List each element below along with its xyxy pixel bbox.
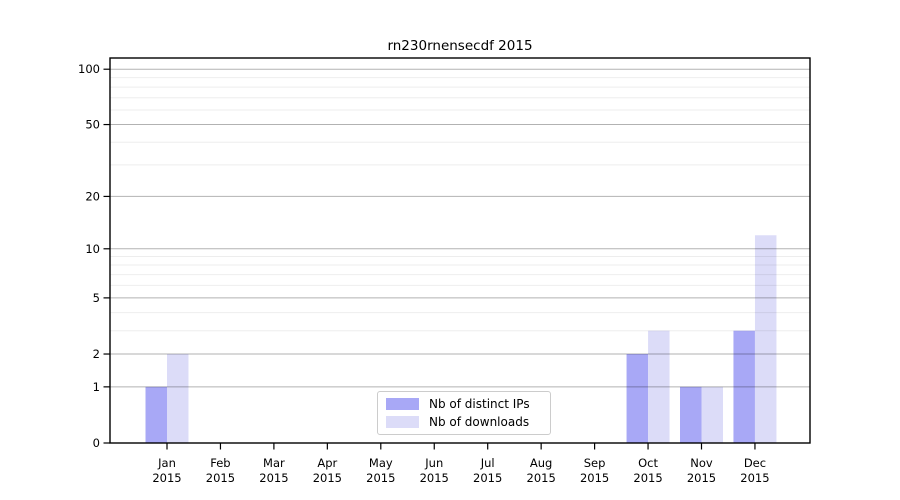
x-tick-label-month: Jul bbox=[480, 456, 495, 470]
x-tick-label-month: Feb bbox=[210, 456, 230, 470]
x-tick-label-year: 2015 bbox=[527, 471, 556, 485]
y-tick-label: 1 bbox=[93, 380, 100, 394]
x-tick-label-year: 2015 bbox=[259, 471, 288, 485]
y-tick-label: 100 bbox=[78, 62, 100, 76]
bar-nb-of-downloads-jan-2015 bbox=[167, 354, 189, 443]
legend-swatch-downloads bbox=[386, 415, 419, 428]
bar-nb-of-downloads-dec-2015 bbox=[754, 235, 777, 443]
y-tick-label: 20 bbox=[85, 189, 100, 203]
bar-nb-of-distinct-ips-nov-2015 bbox=[680, 386, 702, 443]
x-tick-label-year: 2015 bbox=[687, 471, 716, 485]
y-tick-label: 0 bbox=[93, 436, 100, 450]
legend-item-downloads: Nb of downloads bbox=[386, 415, 542, 429]
y-tick-label: 10 bbox=[85, 242, 100, 256]
bar-nb-of-downloads-nov-2015 bbox=[701, 386, 723, 443]
y-tick-label: 5 bbox=[93, 291, 100, 305]
x-tick-label-month: Aug bbox=[530, 456, 552, 470]
x-tick-label-year: 2015 bbox=[473, 471, 502, 485]
x-tick-label-month: Mar bbox=[263, 456, 285, 470]
x-tick-label-year: 2015 bbox=[313, 471, 342, 485]
bar-nb-of-distinct-ips-jan-2015 bbox=[145, 386, 167, 443]
legend-item-distinct-ips: Nb of distinct IPs bbox=[386, 397, 542, 411]
x-tick-label-year: 2015 bbox=[633, 471, 662, 485]
x-tick-label-month: May bbox=[369, 456, 393, 470]
bar-nb-of-distinct-ips-oct-2015 bbox=[626, 354, 649, 443]
x-tick-label-month: Nov bbox=[690, 456, 713, 470]
x-tick-label-year: 2015 bbox=[152, 471, 181, 485]
plot-border bbox=[109, 57, 811, 444]
x-tick-label-year: 2015 bbox=[740, 471, 769, 485]
x-tick-label-month: Dec bbox=[744, 456, 766, 470]
y-tick-label: 50 bbox=[85, 118, 100, 132]
bar-nb-of-downloads-oct-2015 bbox=[648, 330, 670, 443]
legend-label-downloads: Nb of downloads bbox=[429, 414, 530, 429]
x-tick-label-month: Oct bbox=[638, 456, 658, 470]
legend: Nb of distinct IPs Nb of downloads bbox=[377, 391, 551, 435]
x-tick-label-year: 2015 bbox=[366, 471, 395, 485]
x-tick-label-month: Sep bbox=[584, 456, 606, 470]
x-tick-label-month: Apr bbox=[317, 456, 337, 470]
legend-swatch-distinct-ips bbox=[386, 398, 419, 411]
y-tick-label: 2 bbox=[93, 347, 100, 361]
x-tick-label-month: Jan bbox=[157, 456, 176, 470]
x-tick-label-year: 2015 bbox=[206, 471, 235, 485]
x-tick-label-year: 2015 bbox=[580, 471, 609, 485]
chart-title: rn230rnensecdf 2015 bbox=[387, 38, 533, 54]
bar-nb-of-distinct-ips-dec-2015 bbox=[733, 330, 755, 443]
x-tick-label-year: 2015 bbox=[420, 471, 449, 485]
legend-label-distinct-ips: Nb of distinct IPs bbox=[429, 397, 530, 412]
x-tick-label-month: Jun bbox=[424, 456, 443, 470]
